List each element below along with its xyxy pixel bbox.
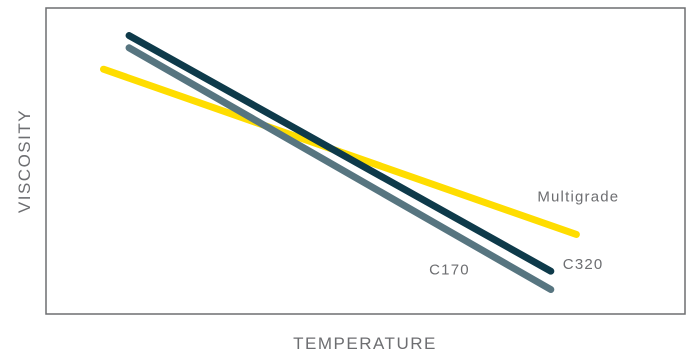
series-layer: Multigrade C170 C320 [100,32,619,294]
series-label-multigrade: Multigrade [537,188,619,205]
series-label-c170: C170 [429,262,470,279]
y-axis-title: VISCOSITY [15,109,34,213]
plot-frame [45,7,686,315]
x-axis-title: TEMPERATURE [293,334,437,353]
series-line-c320 [125,32,555,275]
series-label-c320: C320 [563,256,604,273]
series-line-c170 [125,44,555,294]
